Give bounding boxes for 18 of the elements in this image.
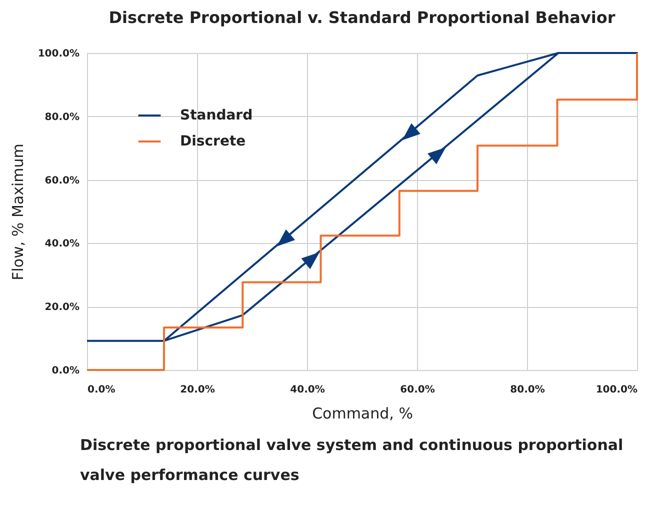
x-tick-label: 0.0% <box>88 384 116 396</box>
legend-label: Standard <box>180 108 253 124</box>
x-tick-label: 20.0% <box>180 384 215 396</box>
chart-title: Discrete Proportional v. Standard Proportional Behavior <box>108 8 616 27</box>
x-tick-label: 60.0% <box>400 384 435 396</box>
y-tick-label: 20.0% <box>44 302 80 314</box>
y-tick-label: 60.0% <box>44 175 80 186</box>
x-tick-label: 80.0% <box>510 384 545 396</box>
y-tick-label: 0.0% <box>52 366 80 376</box>
text: Discrete proportional valve system and continuous proportional valve performance curves <box>80 435 624 486</box>
legend-label: Discrete <box>180 134 246 150</box>
x-axis-title: Command, % <box>312 404 413 422</box>
x-tick-label: 40.0% <box>290 384 325 396</box>
y-tick-label: 40.0% <box>44 238 80 250</box>
y-tick-label: 100.0% <box>38 48 80 60</box>
y-axis-title: Flow, % Maximum <box>8 144 27 280</box>
y-tick-label: 80.0% <box>44 112 80 123</box>
x-tick-label: 100.0% <box>596 384 638 396</box>
